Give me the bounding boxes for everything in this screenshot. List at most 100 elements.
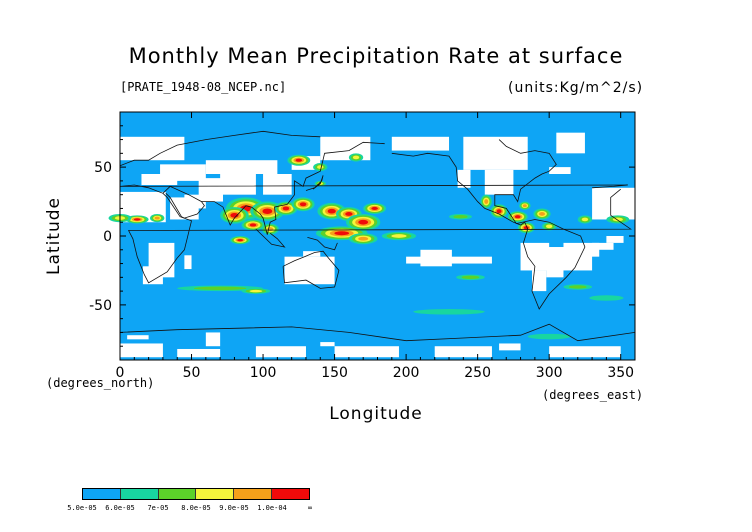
color-bar-label: 1.0e-04 <box>257 504 287 512</box>
color-bar-segment <box>120 489 159 499</box>
rain-cell <box>589 295 624 301</box>
color-bar-label: ∞ <box>307 504 313 512</box>
dry-regions-layer <box>120 132 635 358</box>
dry-cell <box>220 171 256 195</box>
color-bar-segment <box>272 489 309 499</box>
coastline <box>305 175 324 191</box>
color-bar <box>82 488 310 500</box>
coastline <box>391 139 586 310</box>
dry-cell <box>184 255 192 270</box>
rain-cell <box>295 158 303 162</box>
coastline <box>282 250 340 289</box>
color-bar-label: 7e-05 <box>147 504 169 512</box>
rain-cell <box>334 231 350 236</box>
rain-cell <box>133 218 141 221</box>
rain-cell <box>237 238 244 242</box>
dry-cell <box>205 160 278 174</box>
x-tick-label: 50 <box>183 365 201 381</box>
coastline <box>201 141 385 235</box>
dry-cell <box>549 167 571 174</box>
dry-cell <box>532 270 547 292</box>
color-bar-segment <box>196 489 235 499</box>
coastline <box>255 228 286 248</box>
x-tick-label: 250 <box>464 365 491 381</box>
dry-cell <box>263 174 292 195</box>
dry-cell <box>127 335 149 340</box>
rain-cell <box>539 212 545 216</box>
x-tick-label: 350 <box>607 365 634 381</box>
rain-cell <box>327 208 336 214</box>
dry-cell <box>556 132 585 154</box>
rain-cell <box>568 285 587 289</box>
rain-cell <box>193 286 247 291</box>
rain-cell <box>496 209 502 214</box>
rain-cell <box>352 155 360 160</box>
dry-cell <box>592 242 614 250</box>
dry-cell <box>463 136 528 170</box>
dry-cell <box>120 343 163 358</box>
coastline <box>307 237 338 251</box>
coastline <box>162 185 205 219</box>
rain-cell <box>345 211 353 216</box>
x-axis-label: Longitude <box>329 404 423 424</box>
dry-cell <box>255 346 306 358</box>
color-bar-label: 6.0e-05 <box>105 504 135 512</box>
coastline-layer <box>119 130 636 342</box>
dry-cell <box>563 242 600 257</box>
dry-cell <box>205 332 221 347</box>
dry-cell <box>142 266 163 285</box>
dry-cell <box>484 169 514 195</box>
rain-cell <box>514 215 521 219</box>
rain-cell <box>484 199 489 204</box>
rain-cell <box>453 215 468 219</box>
rain-cell <box>358 236 369 241</box>
rain-cell <box>391 234 407 238</box>
dry-cell <box>334 346 399 358</box>
rain-cell <box>262 208 273 214</box>
x-tick-label: 300 <box>536 365 563 381</box>
rain-cell <box>413 309 485 315</box>
color-bar-segment <box>83 489 121 499</box>
coastline <box>119 323 636 342</box>
y-tick-label: 50 <box>94 160 112 176</box>
dry-cell <box>592 187 635 220</box>
dry-cell <box>141 174 178 186</box>
color-bar-label: 8.0e-05 <box>181 504 211 512</box>
color-bar-label: 9.0e-05 <box>219 504 249 512</box>
rain-cell <box>461 275 480 280</box>
rain-cell <box>527 333 571 340</box>
rain-cell <box>581 217 589 222</box>
dry-cell <box>120 136 185 161</box>
y-axis-unit: (degrees_north) <box>46 376 155 390</box>
dry-cell <box>198 178 223 202</box>
rain-cell <box>522 204 527 208</box>
color-bar-segment <box>158 489 197 499</box>
x-tick-label: 100 <box>250 365 277 381</box>
dry-cell <box>606 236 624 243</box>
x-axis-unit: (degrees_east) <box>542 388 644 402</box>
dry-cell <box>406 256 492 264</box>
dry-cell <box>320 342 335 347</box>
axis-ticks: 0 50 100 150 200 250 300 350 -50 0 50 <box>89 112 635 381</box>
dry-cell <box>549 346 621 358</box>
y-tick-label: -50 <box>89 298 112 314</box>
x-tick-label: 0 <box>116 365 125 381</box>
rain-cell <box>249 289 263 293</box>
rain-cell <box>371 206 378 211</box>
units-label: (units:Kg/m^2/s) <box>508 80 644 96</box>
x-tick-label: 200 <box>393 365 420 381</box>
color-bar-label: 5.0e-05 <box>67 504 97 512</box>
coastline <box>119 130 321 167</box>
color-bar-segment <box>234 489 273 499</box>
y-tick-label: 0 <box>103 229 112 245</box>
dry-cell <box>499 343 521 351</box>
coastline <box>119 184 632 284</box>
rain-cell <box>230 212 239 218</box>
rain-cell <box>358 219 369 225</box>
rain-cell <box>545 224 553 229</box>
dry-cell <box>391 136 450 151</box>
file-name-label: [PRATE_1948-08_NCEP.nc] <box>120 80 287 94</box>
rain-cell <box>249 223 257 227</box>
dry-cell <box>434 346 492 358</box>
